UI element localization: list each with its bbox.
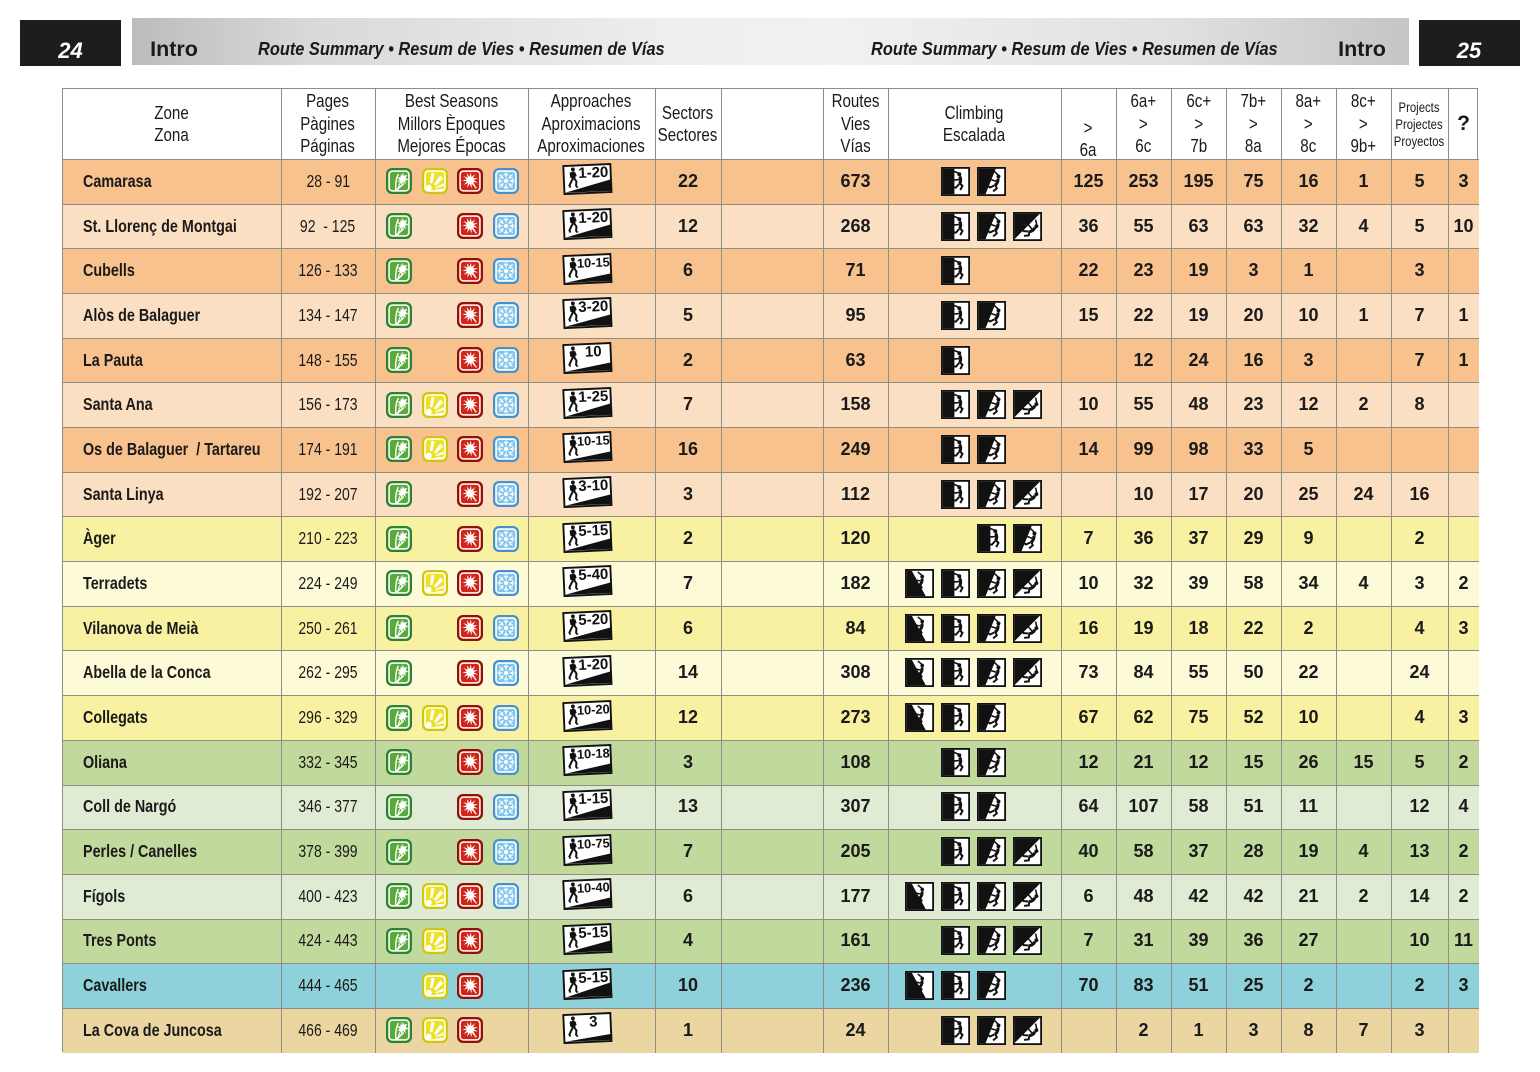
- svg-text:1-20: 1-20: [577, 164, 608, 182]
- svg-text:10-18: 10-18: [576, 745, 609, 761]
- svg-text:10-20: 10-20: [576, 701, 609, 717]
- svg-text:5-15: 5-15: [577, 522, 608, 540]
- svg-text:5-15: 5-15: [577, 924, 608, 942]
- svg-text:1-20: 1-20: [577, 656, 608, 674]
- svg-text:3: 3: [588, 1013, 597, 1030]
- svg-text:3-20: 3-20: [577, 298, 608, 316]
- svg-text:10-75: 10-75: [576, 835, 609, 851]
- svg-text:10-40: 10-40: [576, 880, 609, 896]
- svg-text:1-25: 1-25: [577, 387, 608, 405]
- svg-text:1-20: 1-20: [577, 209, 608, 227]
- svg-text:10-15: 10-15: [576, 254, 609, 270]
- svg-text:3-10: 3-10: [577, 477, 608, 495]
- svg-text:5-40: 5-40: [577, 566, 608, 584]
- svg-text:5-20: 5-20: [577, 611, 608, 629]
- svg-text:1-15: 1-15: [577, 790, 608, 808]
- svg-text:10-15: 10-15: [576, 433, 609, 449]
- svg-text:10: 10: [584, 343, 601, 361]
- svg-text:5-15: 5-15: [577, 968, 608, 986]
